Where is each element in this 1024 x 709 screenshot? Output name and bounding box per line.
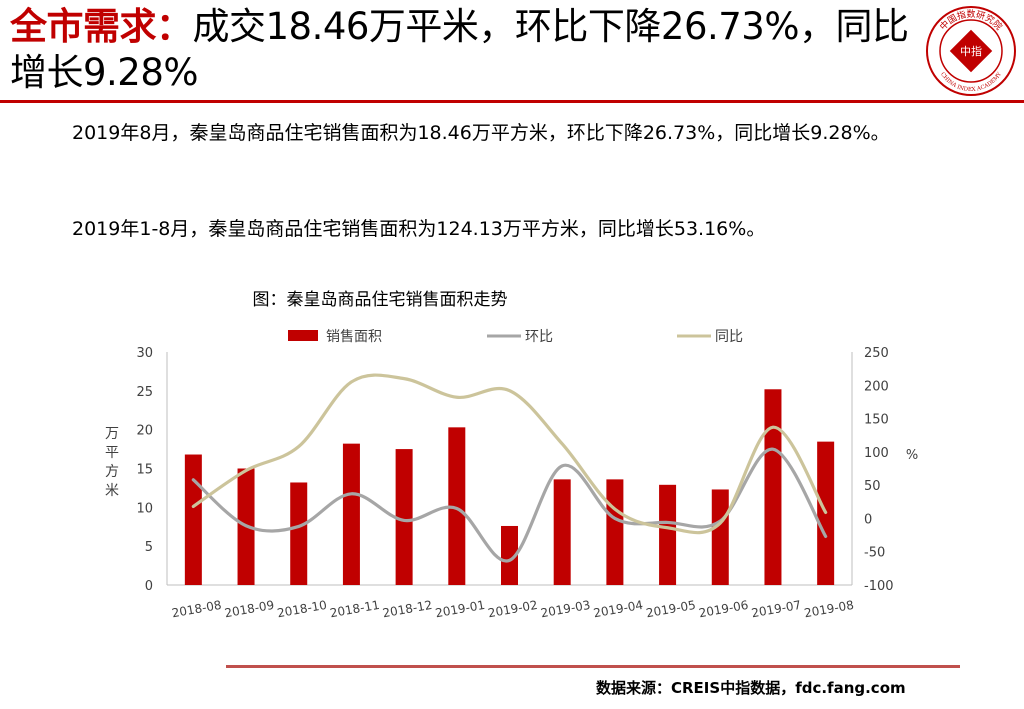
x-tick-label: 2019-06: [698, 598, 750, 620]
bar: [290, 482, 308, 585]
title-divider: [0, 100, 1024, 103]
bar: [764, 389, 782, 585]
legend-label: 同比: [715, 329, 743, 345]
left-tick-label: 20: [136, 424, 153, 439]
left-tick-label: 10: [136, 501, 153, 516]
title-rest: 成交18.46万平米，环比下降26.73%，同比增长9.28%: [10, 5, 909, 94]
x-tick-label: 2019-08: [803, 598, 855, 620]
sales-area-chart: 图：秦皇岛商品住宅销售面积走势 销售面积 环比 同比 0 5 10 15 20 25 30 -10…: [105, 290, 918, 620]
legend-item: 销售面积: [288, 329, 382, 345]
legend-item: 环比: [487, 329, 553, 345]
paragraph-ytd: 2019年1-8月，秦皇岛商品住宅销售面积为124.13万平方米，同比增长53.…: [72, 218, 766, 240]
page-title: 全市需求：成交18.46万平米，环比下降26.73%，同比增长9.28%: [10, 4, 910, 96]
x-tick-label: 2019-03: [540, 598, 592, 620]
bar: [342, 443, 360, 585]
left-tick-label: 5: [145, 540, 153, 555]
line-同比: [191, 373, 828, 535]
bar: [606, 479, 624, 585]
title-prefix: 全市需求：: [10, 5, 193, 48]
seal-center-text: 中指: [960, 44, 982, 58]
x-axis-labels: 2018-08 2018-09 2018-10 2018-11 2018-12 2019-…: [171, 598, 855, 620]
left-axis-label-char: 万: [105, 426, 119, 442]
bar: [501, 525, 518, 585]
china-index-academy-seal-icon: 中国指数研究院 CHINA INDEX ACADEMY 中指: [926, 6, 1016, 96]
right-tick-label: -50: [864, 546, 885, 561]
x-tick-label: 2018-12: [382, 598, 434, 620]
bar: [184, 454, 202, 585]
x-tick-label: 2019-02: [487, 598, 539, 620]
bar-series: [184, 389, 835, 585]
left-tick-label: 25: [136, 385, 153, 400]
x-tick-label: 2019-04: [592, 598, 644, 620]
x-tick-label: 2019-07: [750, 598, 802, 620]
x-tick-label: 2019-05: [645, 598, 697, 620]
x-tick-label: 2018-09: [223, 598, 275, 620]
chart-legend: 销售面积 环比 同比: [288, 329, 743, 345]
left-axis-label-char: 方: [105, 464, 119, 480]
bar: [553, 479, 571, 585]
right-tick-label: 200: [864, 379, 889, 394]
right-tick-label: -100: [864, 579, 894, 594]
x-tick-label: 2018-10: [276, 598, 328, 620]
right-tick-label: 100: [864, 446, 889, 461]
x-tick-label: 2019-01: [434, 598, 486, 620]
line-series: [191, 373, 828, 563]
footer-divider: [226, 665, 960, 668]
right-tick-label: 150: [864, 413, 889, 428]
left-axis-label: 万平方米: [105, 426, 119, 499]
right-tick-label: 0: [864, 512, 872, 527]
legend-swatch-bar: [288, 330, 318, 341]
legend-label: 销售面积: [326, 329, 382, 345]
legend-item: 同比: [677, 329, 743, 345]
x-tick-label: 2018-11: [329, 598, 381, 620]
left-tick-label: 30: [136, 346, 153, 361]
left-axis-label-char: 米: [105, 483, 119, 499]
right-tick-label: 250: [864, 346, 889, 361]
left-axis-label-char: 平: [105, 445, 119, 461]
left-tick-label: 15: [136, 463, 153, 478]
paragraph-monthly: 2019年8月，秦皇岛商品住宅销售面积为18.46万平方米，环比下降26.73%…: [72, 122, 890, 144]
right-tick-label: 50: [864, 479, 881, 494]
chart-title: 图：秦皇岛商品住宅销售面积走势: [253, 290, 508, 310]
right-axis-label: %: [906, 448, 918, 463]
bar: [448, 427, 466, 585]
left-tick-label: 0: [145, 579, 153, 594]
data-source: 数据来源：CREIS中指数据，fdc.fang.com: [596, 679, 906, 697]
bar: [395, 449, 413, 585]
x-tick-label: 2018-08: [171, 598, 223, 620]
legend-label: 环比: [525, 329, 553, 345]
chart-axes: 0 5 10 15 20 25 30 -100 -50 0 50 100 150 200 250 万平方米%: [105, 346, 918, 594]
bar: [659, 484, 677, 585]
bar: [711, 489, 729, 585]
